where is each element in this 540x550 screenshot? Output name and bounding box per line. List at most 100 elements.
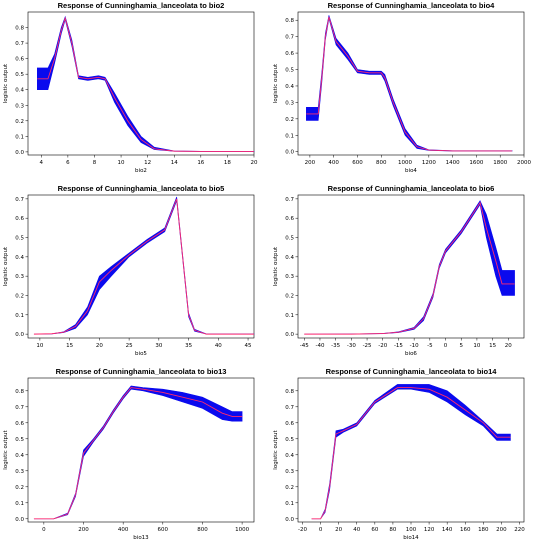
y-tick-label: 0.2 — [285, 293, 294, 299]
x-tick-label: -25 — [363, 343, 372, 349]
mean-response-line — [304, 201, 515, 335]
x-tick-label: 200 — [305, 160, 316, 166]
y-tick-label: 0.7 — [285, 197, 294, 203]
y-tick-label: 0.1 — [15, 134, 24, 140]
x-axis-label: bio14 — [403, 535, 419, 541]
x-tick-label: 18 — [224, 160, 231, 166]
y-tick-label: 0.2 — [15, 485, 24, 491]
chart-title: Response of Cunninghamia_lanceolata to b… — [58, 184, 225, 193]
x-tick-label: 100 — [406, 527, 417, 533]
x-tick-label: -35 — [331, 343, 340, 349]
y-tick-label: 0.1 — [15, 313, 24, 319]
chart-bio14: Response of Cunninghamia_lanceolata to b… — [273, 367, 525, 541]
x-tick-label: 14 — [171, 160, 178, 166]
y-tick-label: 0.4 — [15, 453, 24, 459]
panel-bio13: Response of Cunninghamia_lanceolata to b… — [0, 366, 270, 550]
x-axis-label: bio6 — [405, 351, 417, 357]
x-tick-label: 0 — [42, 527, 46, 533]
x-tick-label: 15 — [489, 343, 496, 349]
x-axis-label: bio2 — [135, 168, 147, 174]
y-tick-label: 0.2 — [15, 119, 24, 125]
y-tick-label: 0.4 — [15, 88, 24, 94]
y-tick-label: 0.2 — [15, 293, 24, 299]
x-tick-label: 10 — [473, 343, 480, 349]
y-tick-label: 0.6 — [285, 216, 294, 222]
y-tick-label: 0.5 — [285, 236, 294, 242]
y-tick-label: 0.0 — [285, 517, 294, 523]
chart-bio6: Response of Cunninghamia_lanceolata to b… — [273, 184, 525, 357]
y-tick-label: 0.5 — [285, 437, 294, 443]
y-tick-label: 0.3 — [15, 103, 24, 109]
x-tick-label: -15 — [394, 343, 403, 349]
mean-response-line — [33, 198, 254, 335]
panel-bio6: Response of Cunninghamia_lanceolata to b… — [270, 183, 540, 366]
mean-response-line — [33, 387, 243, 520]
x-tick-label: 220 — [514, 527, 525, 533]
plot-area — [297, 377, 525, 523]
y-tick-label: 0.4 — [285, 84, 294, 90]
y-tick-label: 0.5 — [285, 68, 294, 74]
x-tick-label: 4 — [40, 160, 44, 166]
y-tick-label: 0.6 — [285, 421, 294, 427]
x-tick-label: 600 — [352, 160, 363, 166]
y-tick-label: 0.8 — [15, 389, 24, 395]
x-tick-label: 160 — [460, 527, 471, 533]
y-axis-label: logistic output — [3, 63, 9, 103]
mean-response-line — [306, 16, 513, 152]
y-tick-label: 0.4 — [285, 453, 294, 459]
x-tick-label: 1000 — [235, 527, 249, 533]
x-tick-label: 0 — [444, 343, 448, 349]
x-tick-label: -45 — [300, 343, 309, 349]
y-axis-label: logistic output — [3, 429, 9, 469]
y-tick-label: 0.7 — [285, 405, 294, 411]
y-tick-label: 0.0 — [285, 332, 294, 338]
plot-area — [27, 11, 255, 156]
chart-title: Response of Cunninghamia_lanceolata to b… — [56, 367, 227, 376]
chart-title: Response of Cunninghamia_lanceolata to b… — [328, 184, 495, 193]
x-tick-label: 6 — [66, 160, 70, 166]
x-tick-label: 200 — [78, 527, 89, 533]
x-tick-label: 60 — [371, 527, 378, 533]
x-tick-label: 20 — [96, 343, 103, 349]
x-tick-label: 40 — [353, 527, 360, 533]
x-tick-label: 20 — [335, 527, 342, 533]
chart-title: Response of Cunninghamia_lanceolata to b… — [326, 367, 498, 376]
y-tick-label: 0.2 — [285, 117, 294, 123]
panel-bio4: Response of Cunninghamia_lanceolata to b… — [270, 0, 540, 183]
x-tick-label: 20 — [505, 343, 512, 349]
x-tick-label: -10 — [410, 343, 419, 349]
y-tick-label: 0.1 — [15, 501, 24, 507]
x-tick-label: -30 — [347, 343, 356, 349]
y-tick-label: 0.4 — [285, 255, 294, 261]
y-tick-label: 0.5 — [15, 236, 24, 242]
x-tick-label: 120 — [424, 527, 435, 533]
x-tick-label: 12 — [144, 160, 151, 166]
confidence-band — [304, 200, 515, 335]
y-tick-label: 0.3 — [15, 469, 24, 475]
x-tick-label: 200 — [496, 527, 507, 533]
mean-response-line — [37, 16, 254, 152]
x-tick-label: -20 — [298, 527, 307, 533]
panel-bio5: Response of Cunninghamia_lanceolata to b… — [0, 183, 270, 366]
plot-area — [27, 377, 255, 523]
y-tick-label: 0.1 — [285, 501, 294, 507]
panel-bio14: Response of Cunninghamia_lanceolata to b… — [270, 366, 540, 550]
x-tick-label: 180 — [478, 527, 489, 533]
y-tick-label: 0.0 — [15, 150, 24, 156]
x-tick-label: 800 — [197, 527, 208, 533]
plot-area — [27, 194, 255, 339]
y-tick-label: 0.3 — [285, 100, 294, 106]
x-tick-label: 20 — [251, 160, 258, 166]
x-tick-label: 1800 — [493, 160, 507, 166]
y-tick-label: 0.6 — [15, 57, 24, 63]
y-axis-label: logistic output — [3, 246, 9, 286]
plot-area — [297, 194, 525, 339]
x-axis-label: bio5 — [135, 351, 147, 357]
y-tick-label: 0.7 — [15, 197, 24, 203]
chart-bio13: Response of Cunninghamia_lanceolata to b… — [3, 367, 255, 541]
x-tick-label: 8 — [93, 160, 97, 166]
chart-title: Response of Cunninghamia_lanceolata to b… — [58, 1, 225, 10]
chart-bio5: Response of Cunninghamia_lanceolata to b… — [3, 184, 255, 357]
y-tick-label: 0.8 — [285, 389, 294, 395]
